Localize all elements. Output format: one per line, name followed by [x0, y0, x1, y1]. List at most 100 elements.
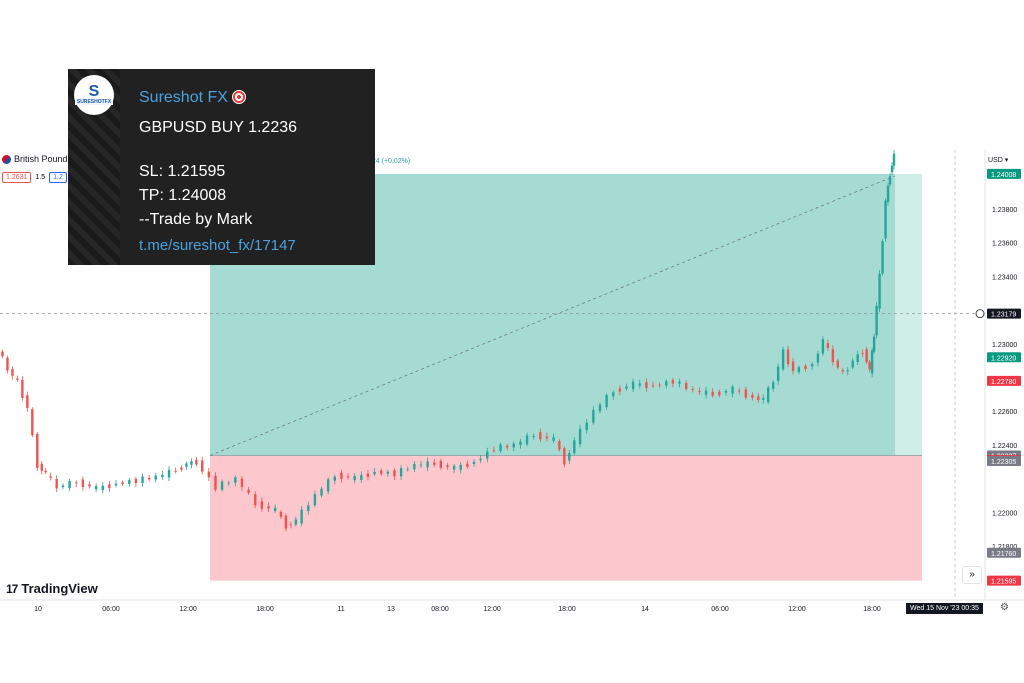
crosshair-date-label: Wed 15 Nov '23 00:35 [906, 603, 983, 614]
candle-body [413, 463, 416, 470]
candle-body [738, 390, 741, 392]
time-tick-label: 12:00 [788, 606, 806, 613]
candle-body [190, 461, 193, 465]
currency-selector[interactable]: USD ▾ [988, 157, 1009, 164]
candle-body [446, 465, 449, 467]
candle-body [585, 422, 588, 431]
candle-body [781, 349, 785, 370]
stop-loss-zone [210, 455, 922, 581]
price-tick-label: 1.23000 [992, 342, 1017, 349]
tradingview-text: TradingView [21, 581, 98, 596]
signal-line: GBPUSD BUY 1.2236 [139, 119, 298, 136]
channel-name-label: Sureshot FX [139, 89, 228, 106]
candle-body [294, 519, 298, 525]
price-chart[interactable]: 1.23800 1.23600 1.23400 1.23000 1.22600 1.224… [0, 150, 1024, 620]
candle-body [167, 469, 171, 478]
trader-line: --Trade by Mark [139, 211, 253, 228]
price-label-crosshair [987, 308, 1021, 319]
candle-body [31, 409, 34, 436]
candle-body [888, 176, 892, 185]
candle-body [881, 241, 884, 274]
avatar-text: SURESHOTFX [74, 99, 114, 105]
candle-body [598, 404, 602, 412]
candle-body [313, 494, 317, 506]
price-label-stop-loss [987, 575, 1021, 586]
symbol-title[interactable]: British Pound [2, 154, 68, 164]
candle-body [856, 354, 859, 363]
channel-name[interactable]: Sureshot FX [139, 89, 246, 107]
candle-body [6, 357, 9, 371]
candle-body [841, 370, 844, 372]
candle-body [691, 388, 694, 390]
price-tick-label: 1.23800 [992, 207, 1017, 214]
candle-body [284, 515, 288, 529]
candle-body [886, 185, 890, 202]
candle-body [154, 475, 157, 480]
gear-icon[interactable]: ⚙ [1000, 602, 1009, 613]
candle-body [320, 488, 323, 496]
candle-body [578, 428, 582, 445]
candle-body [826, 343, 830, 348]
message-link[interactable]: t.me/sureshot_fx/17147 [139, 237, 296, 254]
candle-body [174, 471, 177, 472]
sell-button[interactable]: 1.2631 [2, 172, 32, 183]
gbp-usd-flag-icon [2, 154, 11, 164]
candle-body [289, 524, 293, 526]
candle-body [767, 387, 770, 403]
scroll-to-realtime-button[interactable]: » [962, 566, 982, 584]
candle-body [185, 463, 188, 467]
candle-body [452, 465, 456, 470]
tradingview-logo[interactable]: 17 TradingView [6, 581, 98, 596]
candle-body [861, 352, 864, 354]
price-label-text: 1.22305 [991, 459, 1016, 466]
candle-body [161, 474, 164, 477]
candle-body [94, 486, 98, 490]
candle-body [786, 349, 790, 365]
spread-value: 1.5 [35, 174, 46, 181]
candle-body [612, 392, 615, 397]
candle-body [439, 460, 443, 468]
candle-body [757, 396, 760, 400]
currency-label: USD [988, 157, 1003, 164]
candle-body [101, 485, 104, 491]
price-label-take-profit [987, 168, 1021, 179]
candle-body [631, 381, 635, 390]
candle-body [718, 391, 721, 396]
candle-body [207, 471, 211, 478]
candle-body [698, 391, 701, 393]
candle-body [307, 505, 310, 512]
telegram-signal-card: S SURESHOTFX Sureshot FX GBPUSD BUY 1.22… [68, 69, 375, 265]
candle-body [651, 385, 655, 387]
buy-button[interactable]: 1.2 [49, 172, 67, 183]
candle-body [771, 382, 775, 389]
candle-body [26, 395, 29, 408]
price-label-marker [987, 455, 1021, 466]
candle-body [618, 388, 622, 392]
candle-body [399, 468, 403, 477]
candle-body [61, 485, 65, 488]
candle-body [870, 350, 874, 374]
candle-body [776, 366, 780, 381]
channel-avatar[interactable]: S SURESHOTFX [74, 75, 114, 115]
price-label-text: 1.21595 [991, 579, 1016, 586]
crosshair-target-icon [975, 309, 985, 319]
price-tick-label: 1.22600 [992, 409, 1017, 416]
candle-body [279, 512, 283, 517]
candle-body [875, 305, 878, 336]
candle-body [108, 484, 111, 489]
candle-body [240, 478, 244, 488]
candle-body [851, 360, 854, 368]
candle-body [846, 370, 849, 372]
candle-body [810, 364, 814, 367]
time-tick-label: 06:00 [102, 606, 120, 613]
candle-body [868, 362, 871, 370]
price-label-text: 1.21760 [991, 551, 1016, 558]
candle-body [36, 433, 39, 468]
candle-body [49, 476, 52, 478]
price-tick-label: 1.21800 [992, 544, 1017, 551]
price-label-current [987, 352, 1021, 363]
candle-body [326, 479, 330, 492]
price-label-marker [987, 547, 1021, 558]
candle-body [128, 480, 131, 484]
candle-body [254, 494, 257, 506]
